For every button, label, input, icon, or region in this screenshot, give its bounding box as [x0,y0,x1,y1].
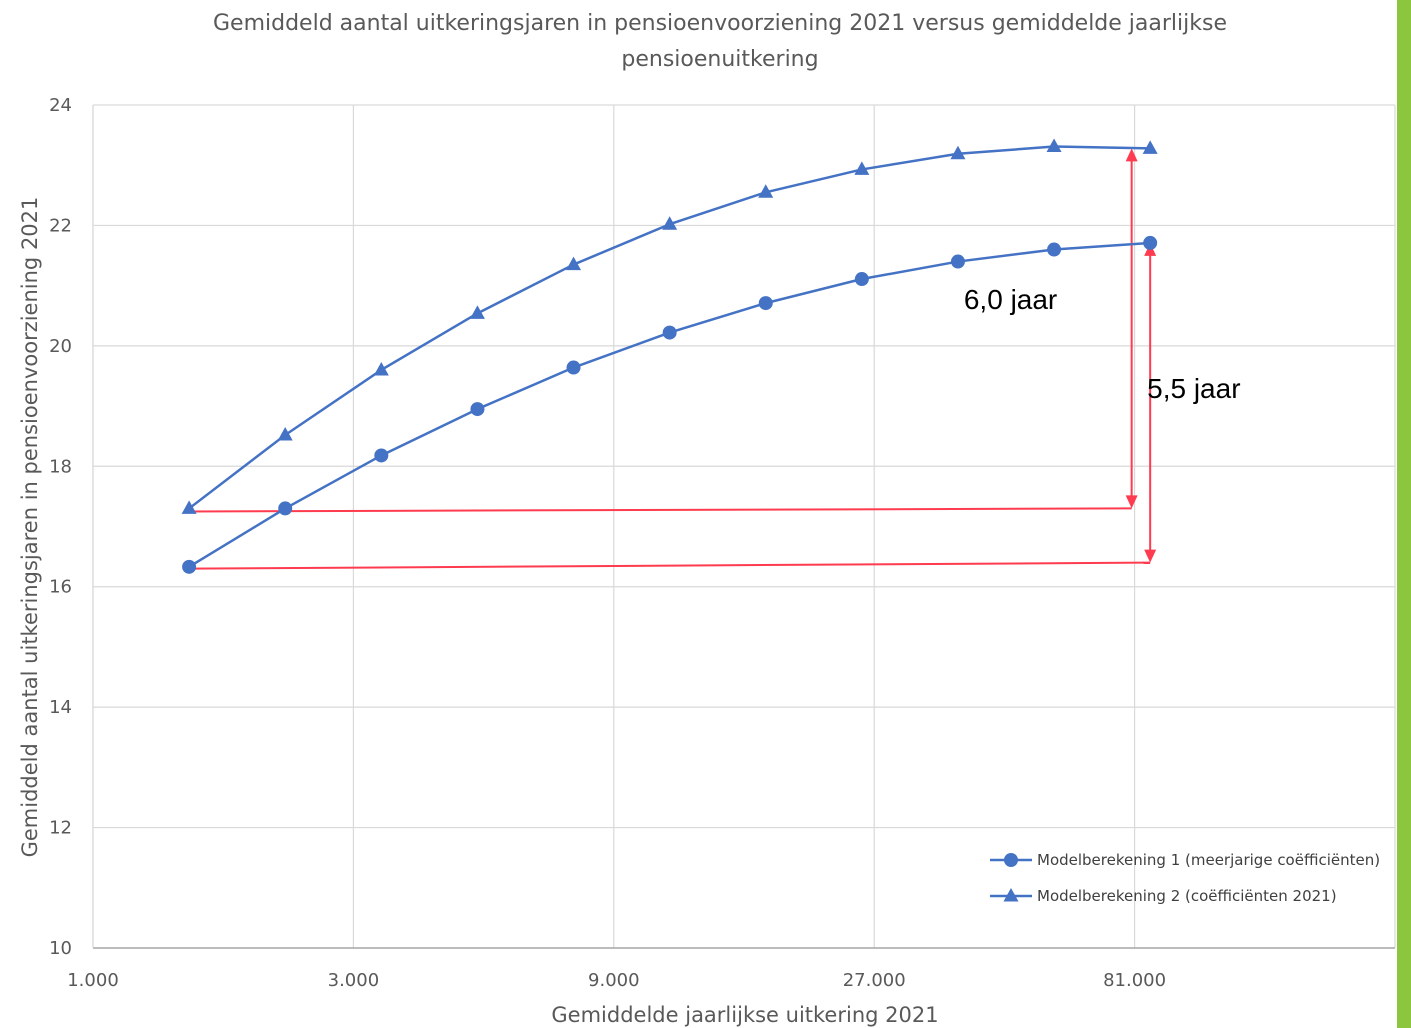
data-point-circle [278,501,293,516]
data-point-triangle [566,256,582,271]
grid-lines [92,104,1396,948]
data-point-circle [182,559,197,574]
legend: Modelberekening 1 (meerjarige coëfficiën… [990,851,1380,905]
legend-label: Modelberekening 1 (meerjarige coëfficiën… [1037,851,1380,869]
difference-arrow-head-bottom [1144,549,1157,563]
x-axis-title: Gemiddelde jaarlijkse uitkering 2021 [551,1003,938,1027]
legend-marker-circle [1004,853,1018,867]
tick-labels: 10 12 14 16 18 20 22 24 1.000 3.000 9.000 27.000 81.… [49,95,1166,991]
x-tick-label: 3.000 [328,970,380,991]
axes [92,105,1395,949]
data-point-triangle [854,161,870,175]
difference-arrow-head-bottom [1125,495,1138,509]
data-point-triangle [662,216,678,230]
reference-line [189,507,1132,513]
data-point-circle [1047,242,1062,257]
y-tick-label: 18 [49,456,72,477]
data-point-triangle [277,426,293,441]
y-tick-label: 24 [49,95,72,116]
x-tick-label: 1.000 [67,970,119,991]
data-point-triangle [373,361,389,376]
difference-label: 6,0 jaar [964,284,1057,315]
data-point-circle [470,402,485,417]
data-point-circle [854,272,869,287]
data-point-triangle [469,305,485,319]
chart-title-line-1: Gemiddeld aantal uitkeringsjaren in pens… [213,11,1227,36]
page-edge-bar [1397,0,1411,1028]
reference-line [189,561,1151,570]
annotations: 6,0 jaar 5,5 jaar [189,148,1241,570]
data-point-circle [374,448,389,463]
difference-arrow-head-top [1125,148,1138,162]
data-point-triangle [1046,138,1062,153]
chart-title-line-2: pensioenuitkering [621,47,818,72]
series [181,138,1158,574]
data-point-triangle [758,184,774,198]
data-point-circle [950,254,965,269]
y-tick-label: 10 [49,938,72,959]
y-tick-label: 20 [49,336,72,357]
data-point-triangle [1142,140,1158,154]
difference-label: 5,5 jaar [1147,373,1240,404]
legend-label: Modelberekening 2 (coëfficiënten 2021) [1037,887,1337,905]
y-axis-title: Gemiddeld aantal uitkeringsjaren in pens… [18,197,42,858]
legend-marker-triangle [1003,888,1019,902]
x-tick-label: 27.000 [843,970,906,991]
x-tick-label: 9.000 [588,970,640,991]
y-tick-label: 16 [49,577,72,598]
y-tick-label: 14 [49,697,72,718]
y-tick-label: 12 [49,818,72,839]
data-point-circle [1143,235,1158,250]
y-tick-label: 22 [49,215,72,236]
x-tick-label: 81.000 [1103,970,1166,991]
data-point-triangle [950,145,966,160]
data-point-circle [758,296,773,311]
data-point-circle [566,360,581,375]
data-point-circle [662,325,677,340]
data-point-triangle [181,500,197,514]
